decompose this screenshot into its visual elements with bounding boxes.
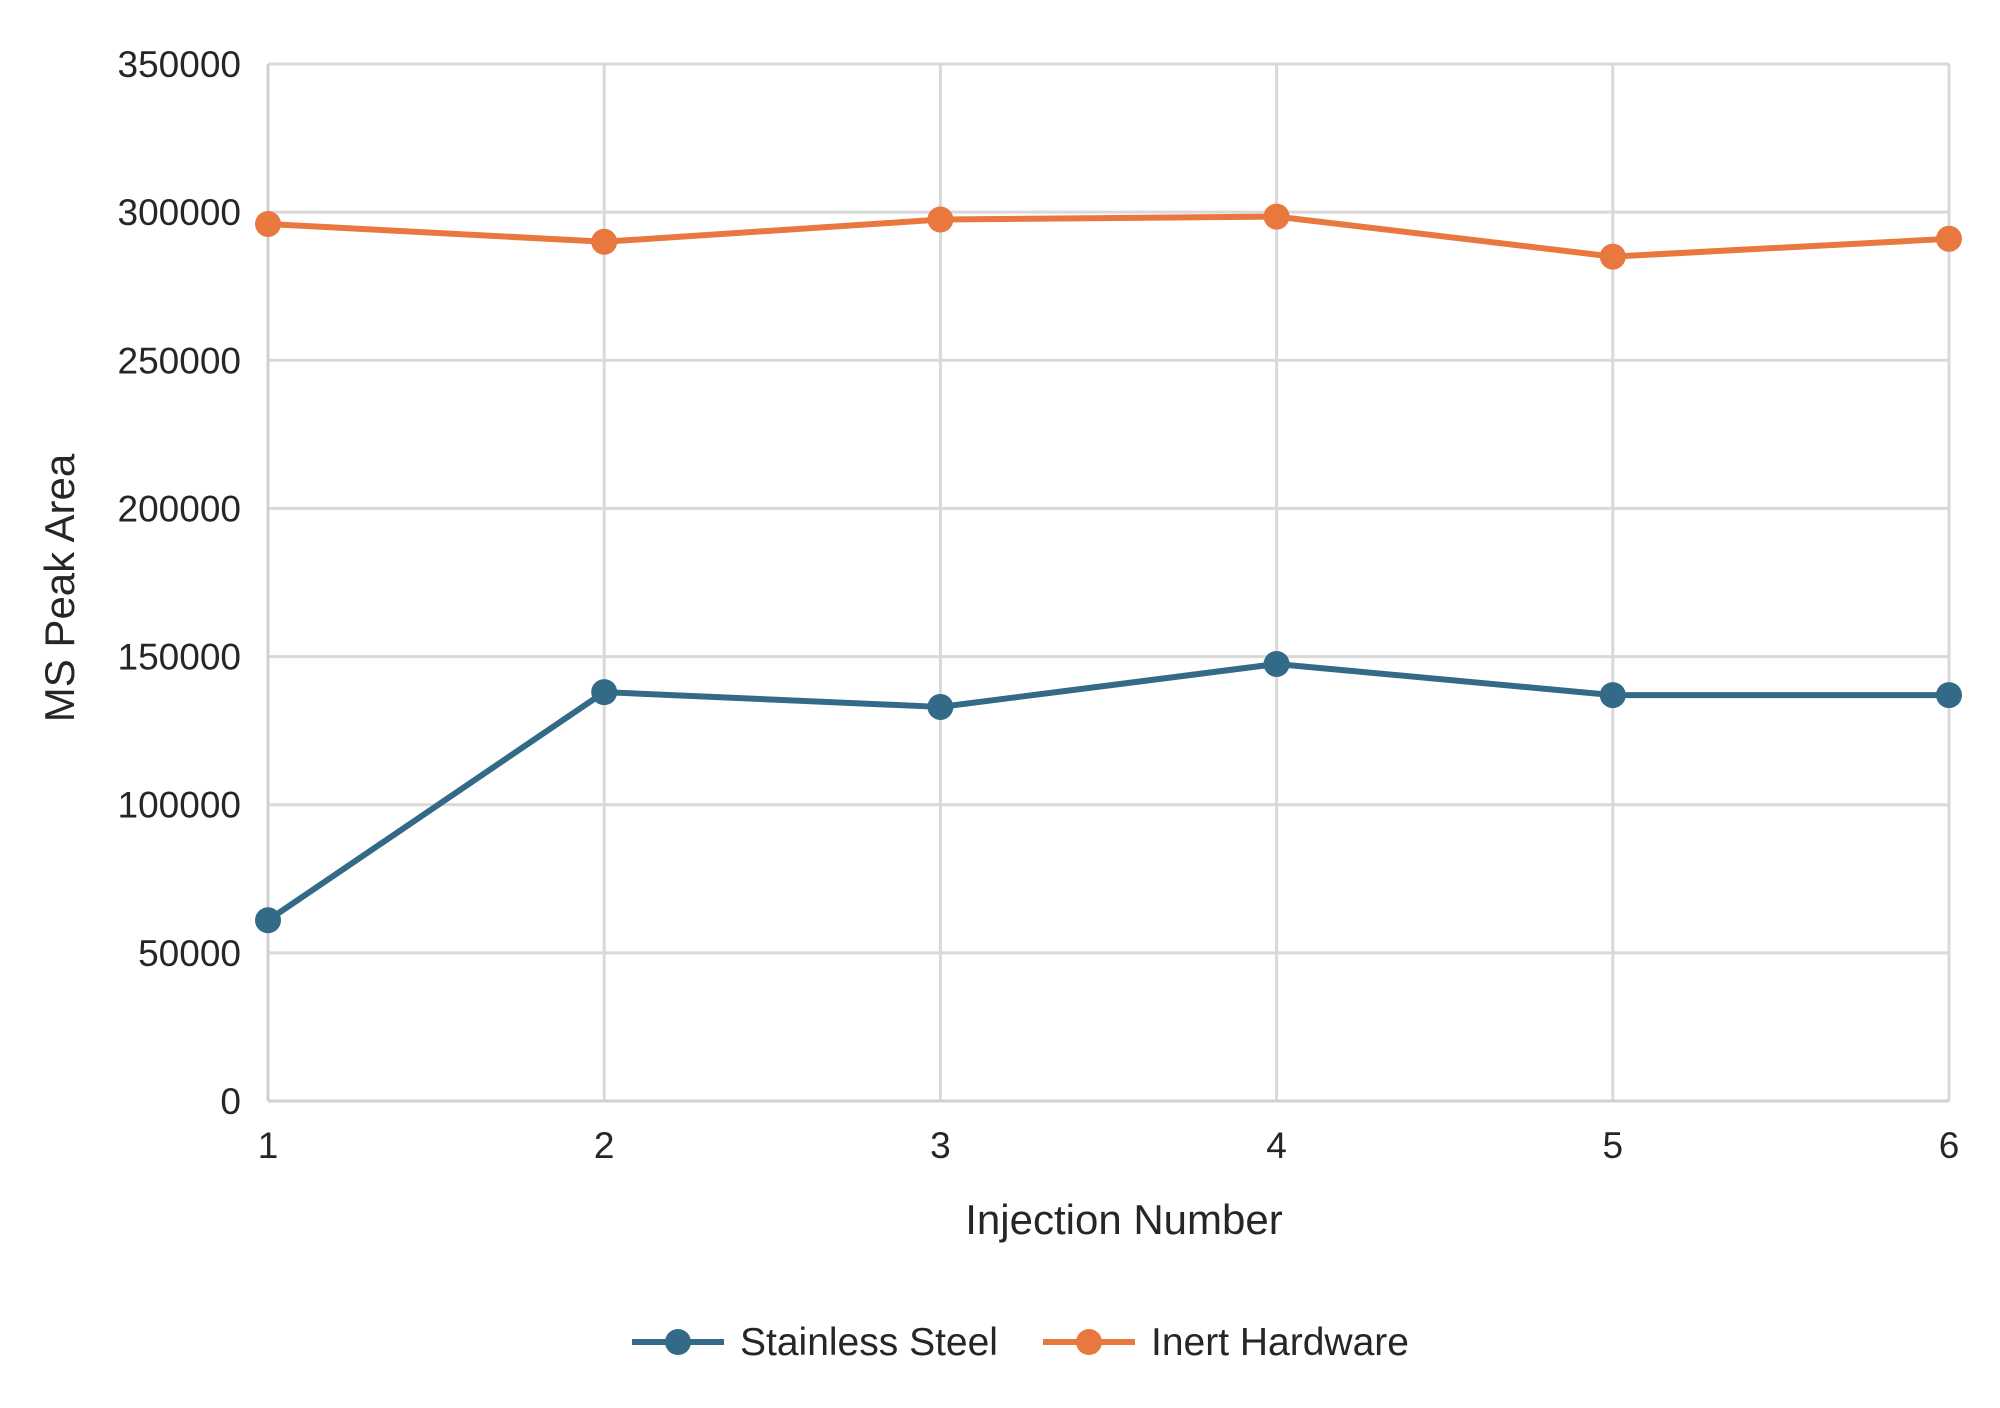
series-line-stainless-steel xyxy=(265,660,1952,924)
x-tick-label: 2 xyxy=(594,1125,615,1166)
data-point-stainless-steel xyxy=(927,693,954,720)
x-tick-label: 3 xyxy=(930,1125,951,1166)
data-point-stainless-steel xyxy=(1263,650,1290,677)
data-point-inert-hardware xyxy=(1936,225,1962,252)
series-line-inert-hardware xyxy=(265,213,1952,260)
data-point-inert-hardware xyxy=(1599,243,1626,270)
data-point-inert-hardware xyxy=(1263,203,1290,230)
y-tick-label: 0 xyxy=(220,1081,241,1122)
series-points xyxy=(255,203,1962,934)
y-tick-label: 200000 xyxy=(118,488,241,529)
y-axis-title: MS Peak Area xyxy=(36,453,83,722)
y-tick-label: 100000 xyxy=(118,785,241,826)
legend-marker-inert-hardware xyxy=(1076,1329,1102,1355)
y-tick-labels: 0 50000 100000 150000 200000 250000 300000 3500… xyxy=(118,44,241,1122)
y-tick-label: 150000 xyxy=(118,637,241,678)
series-lines xyxy=(265,213,1952,924)
x-tick-label: 6 xyxy=(1939,1125,1960,1166)
y-tick-label: 250000 xyxy=(118,340,241,381)
data-point-inert-hardware xyxy=(927,206,954,233)
legend-label-inert-hardware: Inert Hardware xyxy=(1151,1321,1409,1364)
legend-item-stainless-steel: Stainless Steel xyxy=(632,1321,998,1364)
y-tick-label: 50000 xyxy=(138,933,241,974)
y-tick-label: 300000 xyxy=(118,192,241,233)
x-tick-label: 1 xyxy=(258,1125,279,1166)
x-tick-label: 4 xyxy=(1266,1125,1287,1166)
x-axis-title: Injection Number xyxy=(965,1196,1282,1243)
data-point-stainless-steel xyxy=(591,679,618,706)
legend-label-stainless-steel: Stainless Steel xyxy=(740,1321,998,1364)
data-point-stainless-steel xyxy=(1599,682,1626,709)
data-point-inert-hardware xyxy=(591,228,618,255)
data-point-stainless-steel xyxy=(1936,682,1962,709)
legend-item-inert-hardware: Inert Hardware xyxy=(1043,1321,1409,1364)
x-tick-label: 5 xyxy=(1603,1125,1624,1166)
x-tick-labels: 1 2 3 4 5 6 xyxy=(258,1125,1960,1166)
data-point-stainless-steel xyxy=(255,907,281,934)
legend-marker-stainless-steel xyxy=(665,1329,691,1355)
data-point-inert-hardware xyxy=(255,210,281,237)
legend: Stainless Steel Inert Hardware xyxy=(632,1321,1409,1364)
y-tick-label: 350000 xyxy=(118,44,241,85)
